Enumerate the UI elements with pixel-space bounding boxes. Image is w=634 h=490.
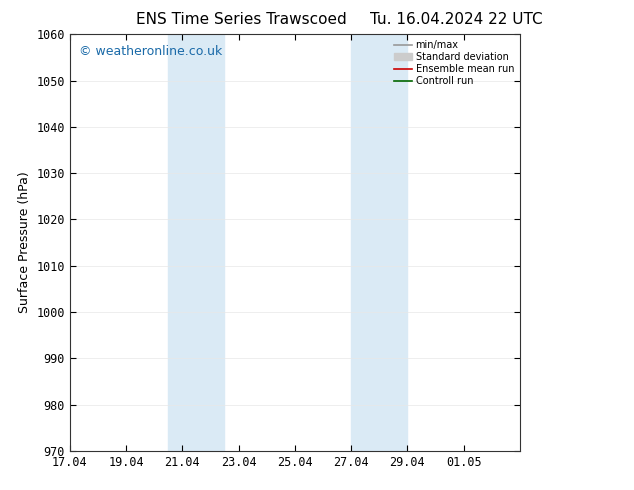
Bar: [168, 34, 224, 451]
Text: © weatheronline.co.uk: © weatheronline.co.uk: [79, 45, 222, 58]
Legend: min/max, Standard deviation, Ensemble mean run, Controll run: min/max, Standard deviation, Ensemble me…: [391, 36, 518, 90]
Bar: [351, 34, 407, 451]
Text: ENS Time Series Trawscoed: ENS Time Series Trawscoed: [136, 12, 346, 27]
Text: Tu. 16.04.2024 22 UTC: Tu. 16.04.2024 22 UTC: [370, 12, 543, 27]
Y-axis label: Surface Pressure (hPa): Surface Pressure (hPa): [18, 172, 31, 314]
